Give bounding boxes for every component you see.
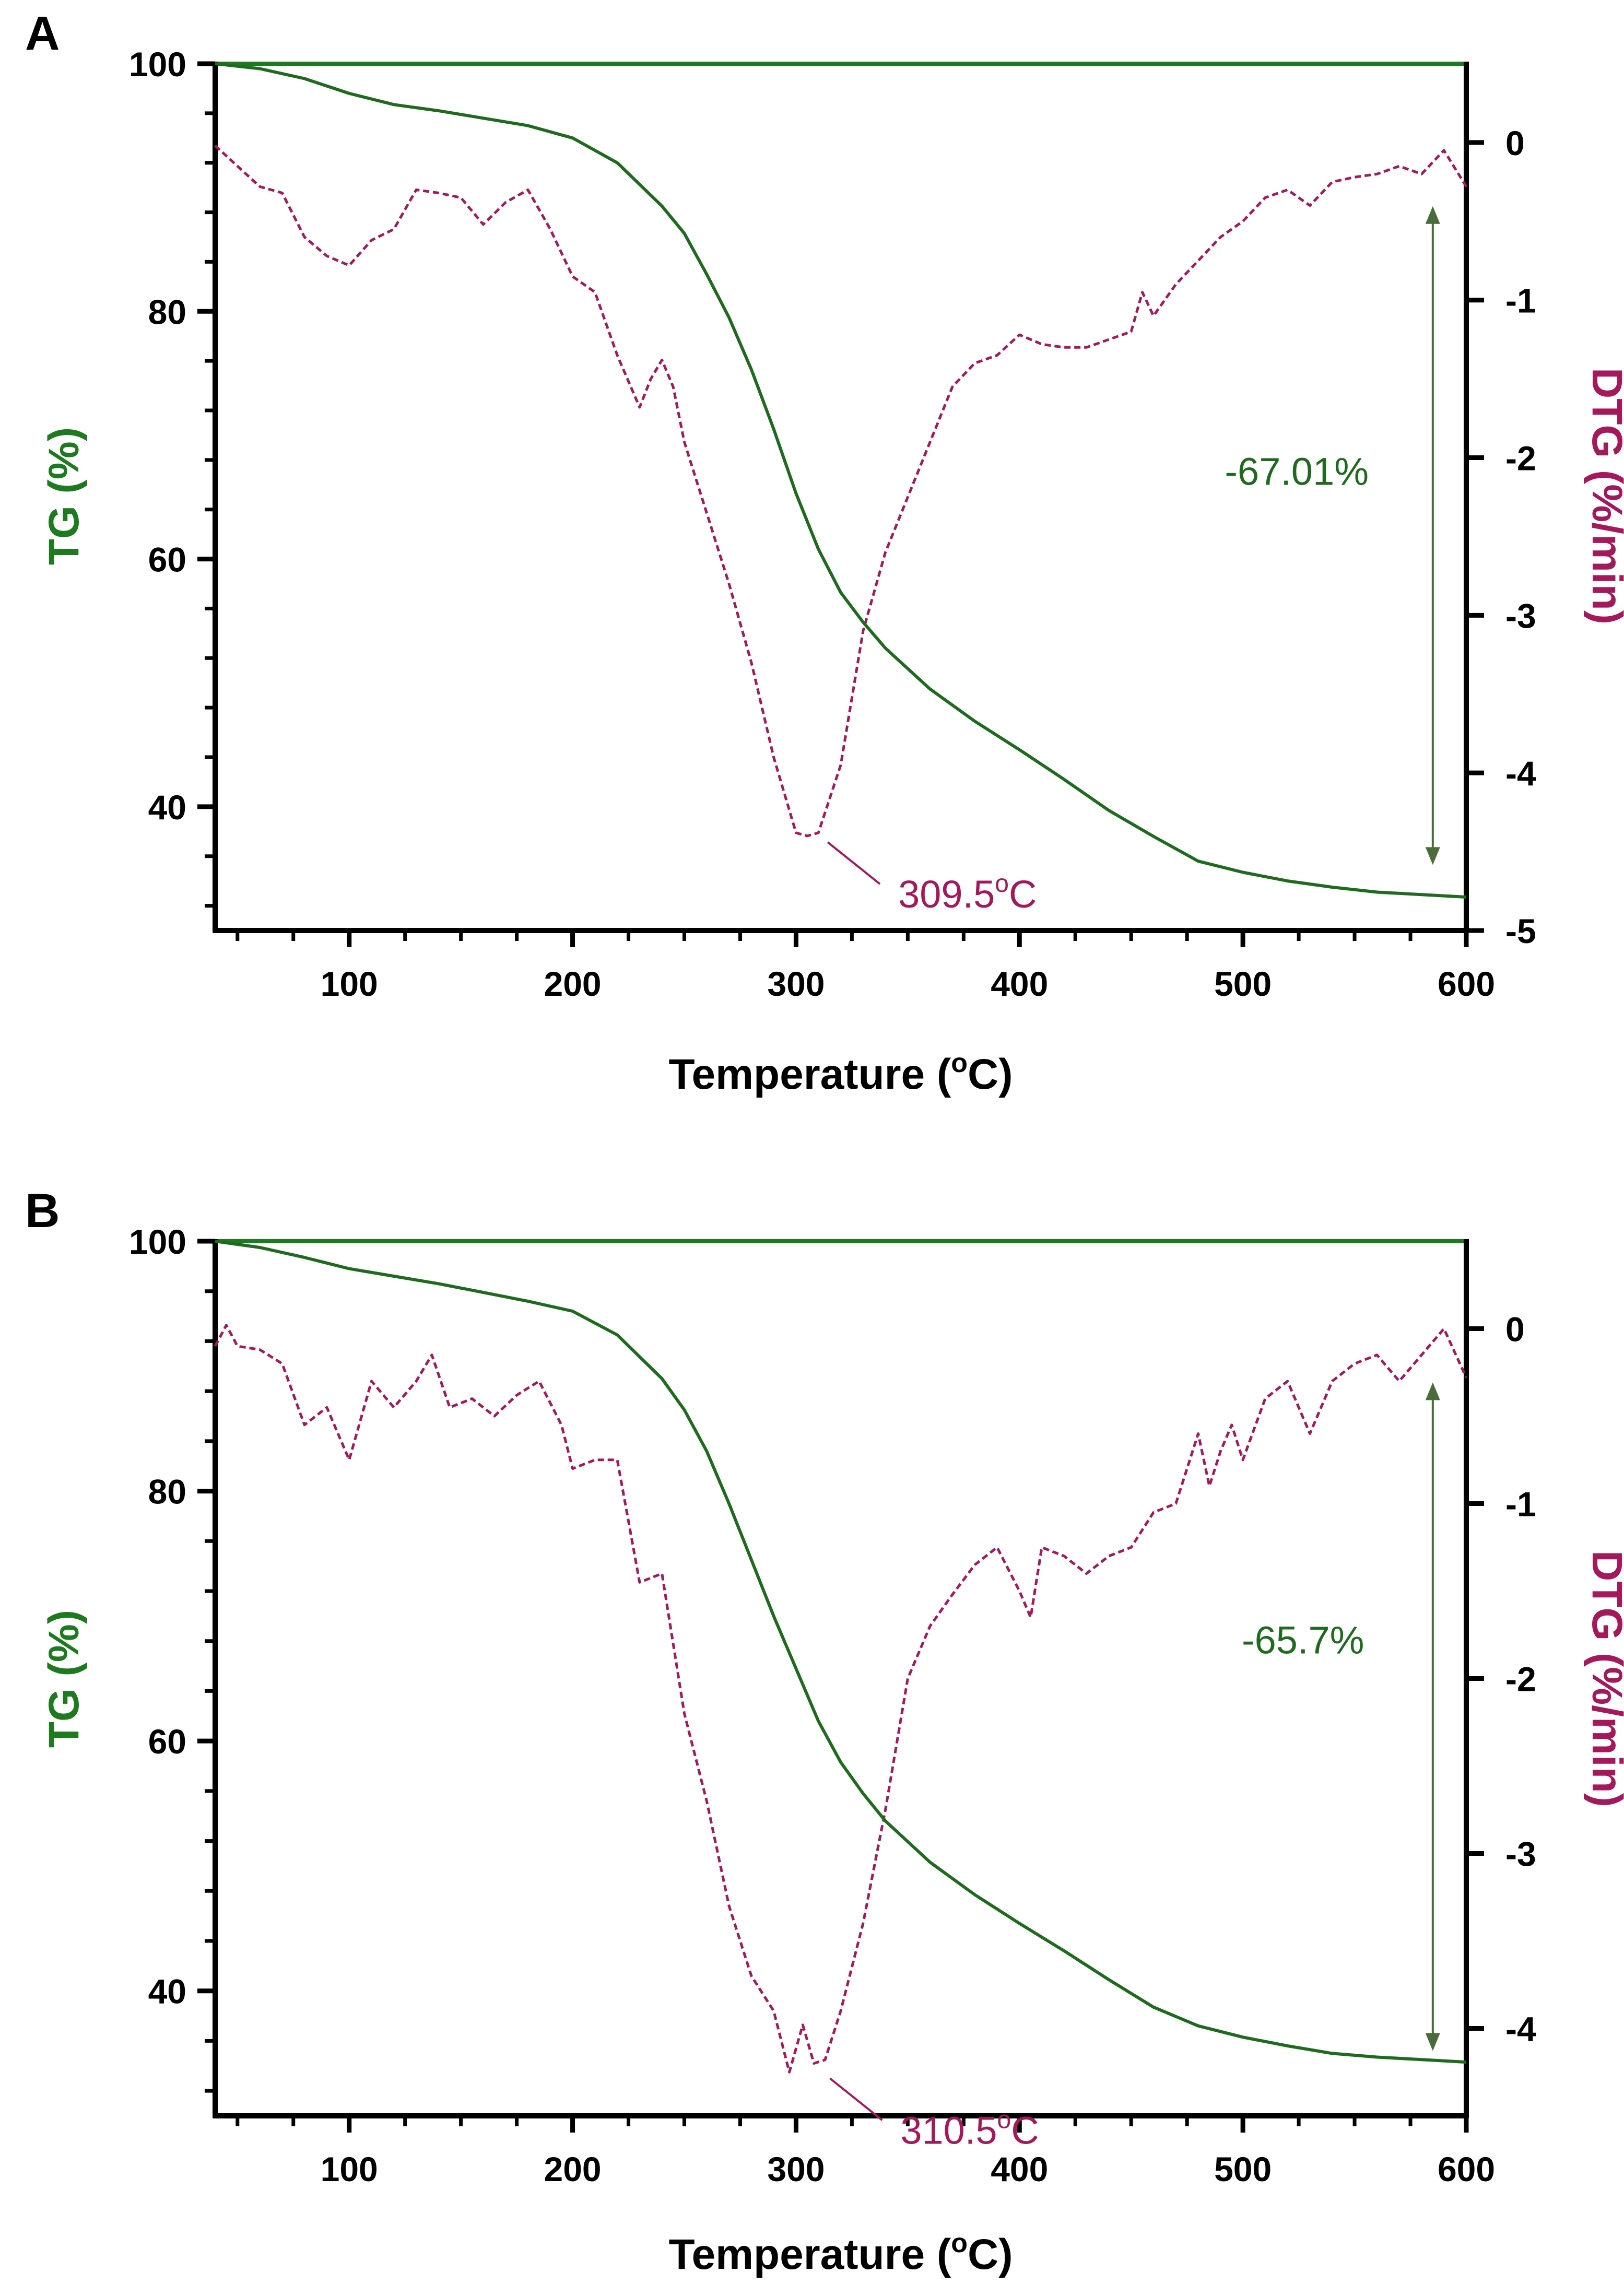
panel-a-label: A (25, 7, 60, 60)
panel-b-y-left-title: TG (%) (40, 1610, 88, 1748)
panel-a-y-right-tick-label: 0 (1505, 124, 1525, 162)
panel-b-dtg-series-line (214, 1324, 1468, 2074)
panel-a-y-right-tick-label: -1 (1505, 281, 1536, 320)
panel-a-y-right-tick-label: -2 (1505, 439, 1536, 478)
panel-b-x-tick-label: 100 (321, 2150, 378, 2188)
panel-b-y-right-tick-label: -1 (1505, 1485, 1536, 1524)
panel-a-x-tick-label: 500 (1214, 964, 1272, 1003)
panel-a-dtg-series-line (214, 145, 1468, 838)
panel-b-mass-loss-arrow-head-top (1425, 1382, 1440, 1400)
panel-a-y-right-tick-label: -5 (1505, 912, 1536, 950)
panel-b-x-tick-label: 300 (767, 2150, 825, 2188)
panel-b-y-right-tick-label: 0 (1505, 1310, 1525, 1349)
panel-b-label: B (25, 1184, 60, 1238)
panel-a-x-tick-label: 100 (321, 964, 378, 1003)
panel-b-x-axis-title: Temperature (oC) (668, 2228, 1013, 2278)
panel-b-y-left-tick-label: 80 (148, 1473, 186, 1511)
panel-a-x-tick-label: 200 (544, 964, 602, 1003)
panel-a-peak-leader-line (827, 841, 881, 885)
panel-b-y-left-tick-label: 60 (148, 1722, 186, 1761)
panel-a-peak-label: 309.5oC (898, 870, 1037, 916)
panel-b-mass-loss-arrow-head-bottom (1425, 2033, 1440, 2051)
panel-b-x-tick-label: 400 (991, 2150, 1048, 2188)
panel-a-mass-loss-label: -67.01% (1225, 450, 1369, 493)
panel-a-y-right-tick-label: -4 (1505, 754, 1536, 793)
panel-b-x-tick-label: 500 (1214, 2150, 1272, 2188)
panel-b-peak-leader-line (829, 2077, 883, 2121)
panel-a-mass-loss-arrow-head-bottom (1425, 847, 1440, 865)
panel-b-x-tick-label: 600 (1438, 2150, 1495, 2188)
panel-a: A 100 200 300 400 500 600 40 60 80 100 0 -1 -2 -3 -4 -5 T… (25, 7, 1624, 1098)
panel-b-y-left-tick-label: 100 (129, 1222, 186, 1261)
panel-a-y-left-tick-label: 100 (129, 45, 186, 84)
panel-a-mass-loss-arrow-head-top (1425, 206, 1440, 224)
panel-b-y-right-tick-label: -2 (1505, 1660, 1536, 1699)
panel-b-y-right-tick-label: -4 (1505, 2010, 1536, 2048)
panel-b-y-left-tick-label: 40 (148, 1972, 186, 2011)
panel-a-y-left-tick-label: 60 (148, 540, 186, 579)
panel-a-y-right-title: DTG (%/min) (1583, 368, 1624, 625)
panel-b-tg-series-line (215, 1240, 1467, 2064)
panel-a-x-tick-label: 300 (767, 964, 825, 1003)
panel-b: B 100 200 300 400 500 600 40 60 80 100 0 -1 -2 -3 -4 Tem… (25, 1184, 1624, 2278)
panel-a-y-left-tick-label: 80 (148, 292, 186, 331)
panel-b-mass-loss-label: -65.7% (1242, 1619, 1364, 1662)
panel-a-x-axis-title: Temperature (oC) (668, 1048, 1013, 1098)
panel-a-x-tick-label: 400 (991, 964, 1048, 1003)
panel-a-y-right-tick-label: -3 (1505, 596, 1536, 635)
panel-a-x-tick-label: 600 (1438, 964, 1495, 1003)
panel-b-y-right-title: DTG (%/min) (1583, 1550, 1624, 1807)
panel-a-y-left-title: TG (%) (40, 427, 88, 565)
panel-a-y-left-tick-label: 40 (148, 788, 186, 827)
panel-b-peak-label: 310.5oC (900, 2106, 1039, 2152)
panel-a-tg-series-line (215, 62, 1467, 899)
panel-b-x-tick-label: 200 (544, 2150, 602, 2188)
panel-b-y-right-tick-label: -3 (1505, 1835, 1536, 1874)
